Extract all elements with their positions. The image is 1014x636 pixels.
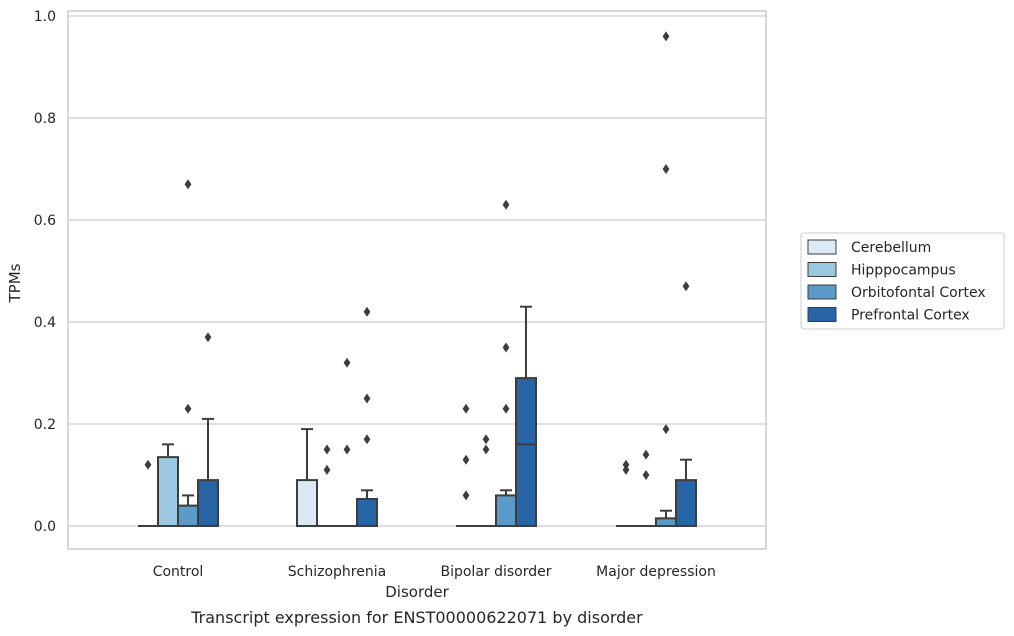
outlier-point	[363, 434, 371, 445]
outlier-point	[343, 444, 351, 455]
outlier-point	[204, 332, 212, 343]
box-body	[356, 497, 378, 528]
y-tick-label: 0.4	[34, 315, 56, 331]
outlier-point	[622, 459, 630, 470]
y-tick-label: 0.2	[34, 417, 56, 433]
x-axis-label: Disorder	[385, 583, 449, 601]
outlier-point	[622, 464, 630, 475]
box-body	[296, 479, 318, 528]
box-orbitofontal-cortex	[495, 199, 517, 527]
y-tick-label: 0.8	[34, 111, 56, 127]
outlier-point	[502, 342, 510, 353]
outlier-point	[184, 403, 192, 414]
box-prefrontal-cortex	[356, 306, 378, 528]
box-prefrontal-cortex	[197, 332, 219, 528]
outlier-point	[682, 281, 690, 292]
boxes	[138, 31, 697, 528]
y-tick-label: 1.0	[34, 9, 56, 25]
legend-swatch	[807, 307, 837, 322]
outlier-point	[184, 179, 192, 190]
outlier-point	[144, 459, 152, 470]
x-tick-label: Schizophrenia	[288, 564, 386, 580]
y-axis-label: TPMs	[6, 263, 24, 303]
box-prefrontal-cortex	[675, 281, 697, 528]
box-cerebellum	[138, 459, 158, 527]
outlier-point	[343, 357, 351, 368]
box-cerebellum	[456, 403, 476, 527]
legend-frame	[800, 232, 1005, 330]
legend-swatch	[807, 284, 837, 300]
outlier-point	[323, 464, 331, 475]
box-body	[495, 494, 517, 527]
outlier-point	[662, 31, 670, 42]
grid-lines	[68, 15, 766, 527]
legend: Cerebellum Hipppocampus Orbitofontal Corte…	[800, 232, 1005, 330]
legend-label: Prefrontal Cortex	[851, 308, 970, 324]
box-body	[177, 504, 199, 528]
outlier-point	[662, 424, 670, 435]
box-hipppocampus	[636, 449, 656, 527]
y-tick-labels: 0.0 0.2 0.4 0.6 0.8 1.0	[34, 9, 56, 535]
outlier-point	[323, 444, 331, 455]
outlier-point	[642, 470, 650, 480]
outlier-point	[462, 454, 470, 465]
box-body	[675, 479, 697, 528]
legend-swatch	[807, 262, 837, 277]
x-tick-label: Major depression	[596, 564, 716, 580]
box-prefrontal-cortex	[515, 305, 537, 527]
chart-caption: Transcript expression for ENST0000062207…	[190, 608, 643, 627]
box-body	[157, 456, 179, 527]
plot-frame	[67, 10, 767, 550]
x-tick-label: Control	[153, 564, 204, 580]
legend-label: Orbitofontal Cortex	[851, 285, 986, 301]
y-tick-label: 0.6	[34, 213, 56, 229]
box-cerebellum	[616, 459, 636, 527]
legend-label: Hipppocampus	[851, 263, 956, 279]
box-orbitofontal-cortex	[337, 357, 357, 527]
outlier-point	[502, 403, 510, 414]
box-orbitofontal-cortex	[655, 31, 677, 527]
box-body	[515, 377, 537, 527]
y-tick-label: 0.0	[34, 519, 56, 535]
outlier-point	[462, 490, 470, 501]
box-cerebellum	[296, 428, 318, 528]
x-tick-label: Bipolar disorder	[440, 564, 551, 580]
box-hipppocampus	[476, 434, 496, 527]
outlier-point	[363, 393, 371, 404]
outlier-point	[642, 449, 650, 460]
box-body	[655, 517, 677, 527]
box-orbitofontal-cortex	[177, 179, 199, 528]
outlier-point	[363, 306, 371, 317]
box-hipppocampus	[157, 443, 179, 527]
outlier-point	[482, 434, 490, 445]
legend-swatch	[807, 239, 837, 255]
outlier-point	[502, 199, 510, 210]
x-tick-labels: Control Schizophrenia Bipolar disorder Majo…	[153, 564, 716, 580]
outlier-point	[662, 164, 670, 174]
outlier-point	[482, 444, 490, 455]
legend-label: Cerebellum	[851, 240, 931, 256]
outlier-point	[462, 403, 470, 414]
box-body	[197, 479, 219, 528]
box-hipppocampus	[317, 444, 337, 527]
